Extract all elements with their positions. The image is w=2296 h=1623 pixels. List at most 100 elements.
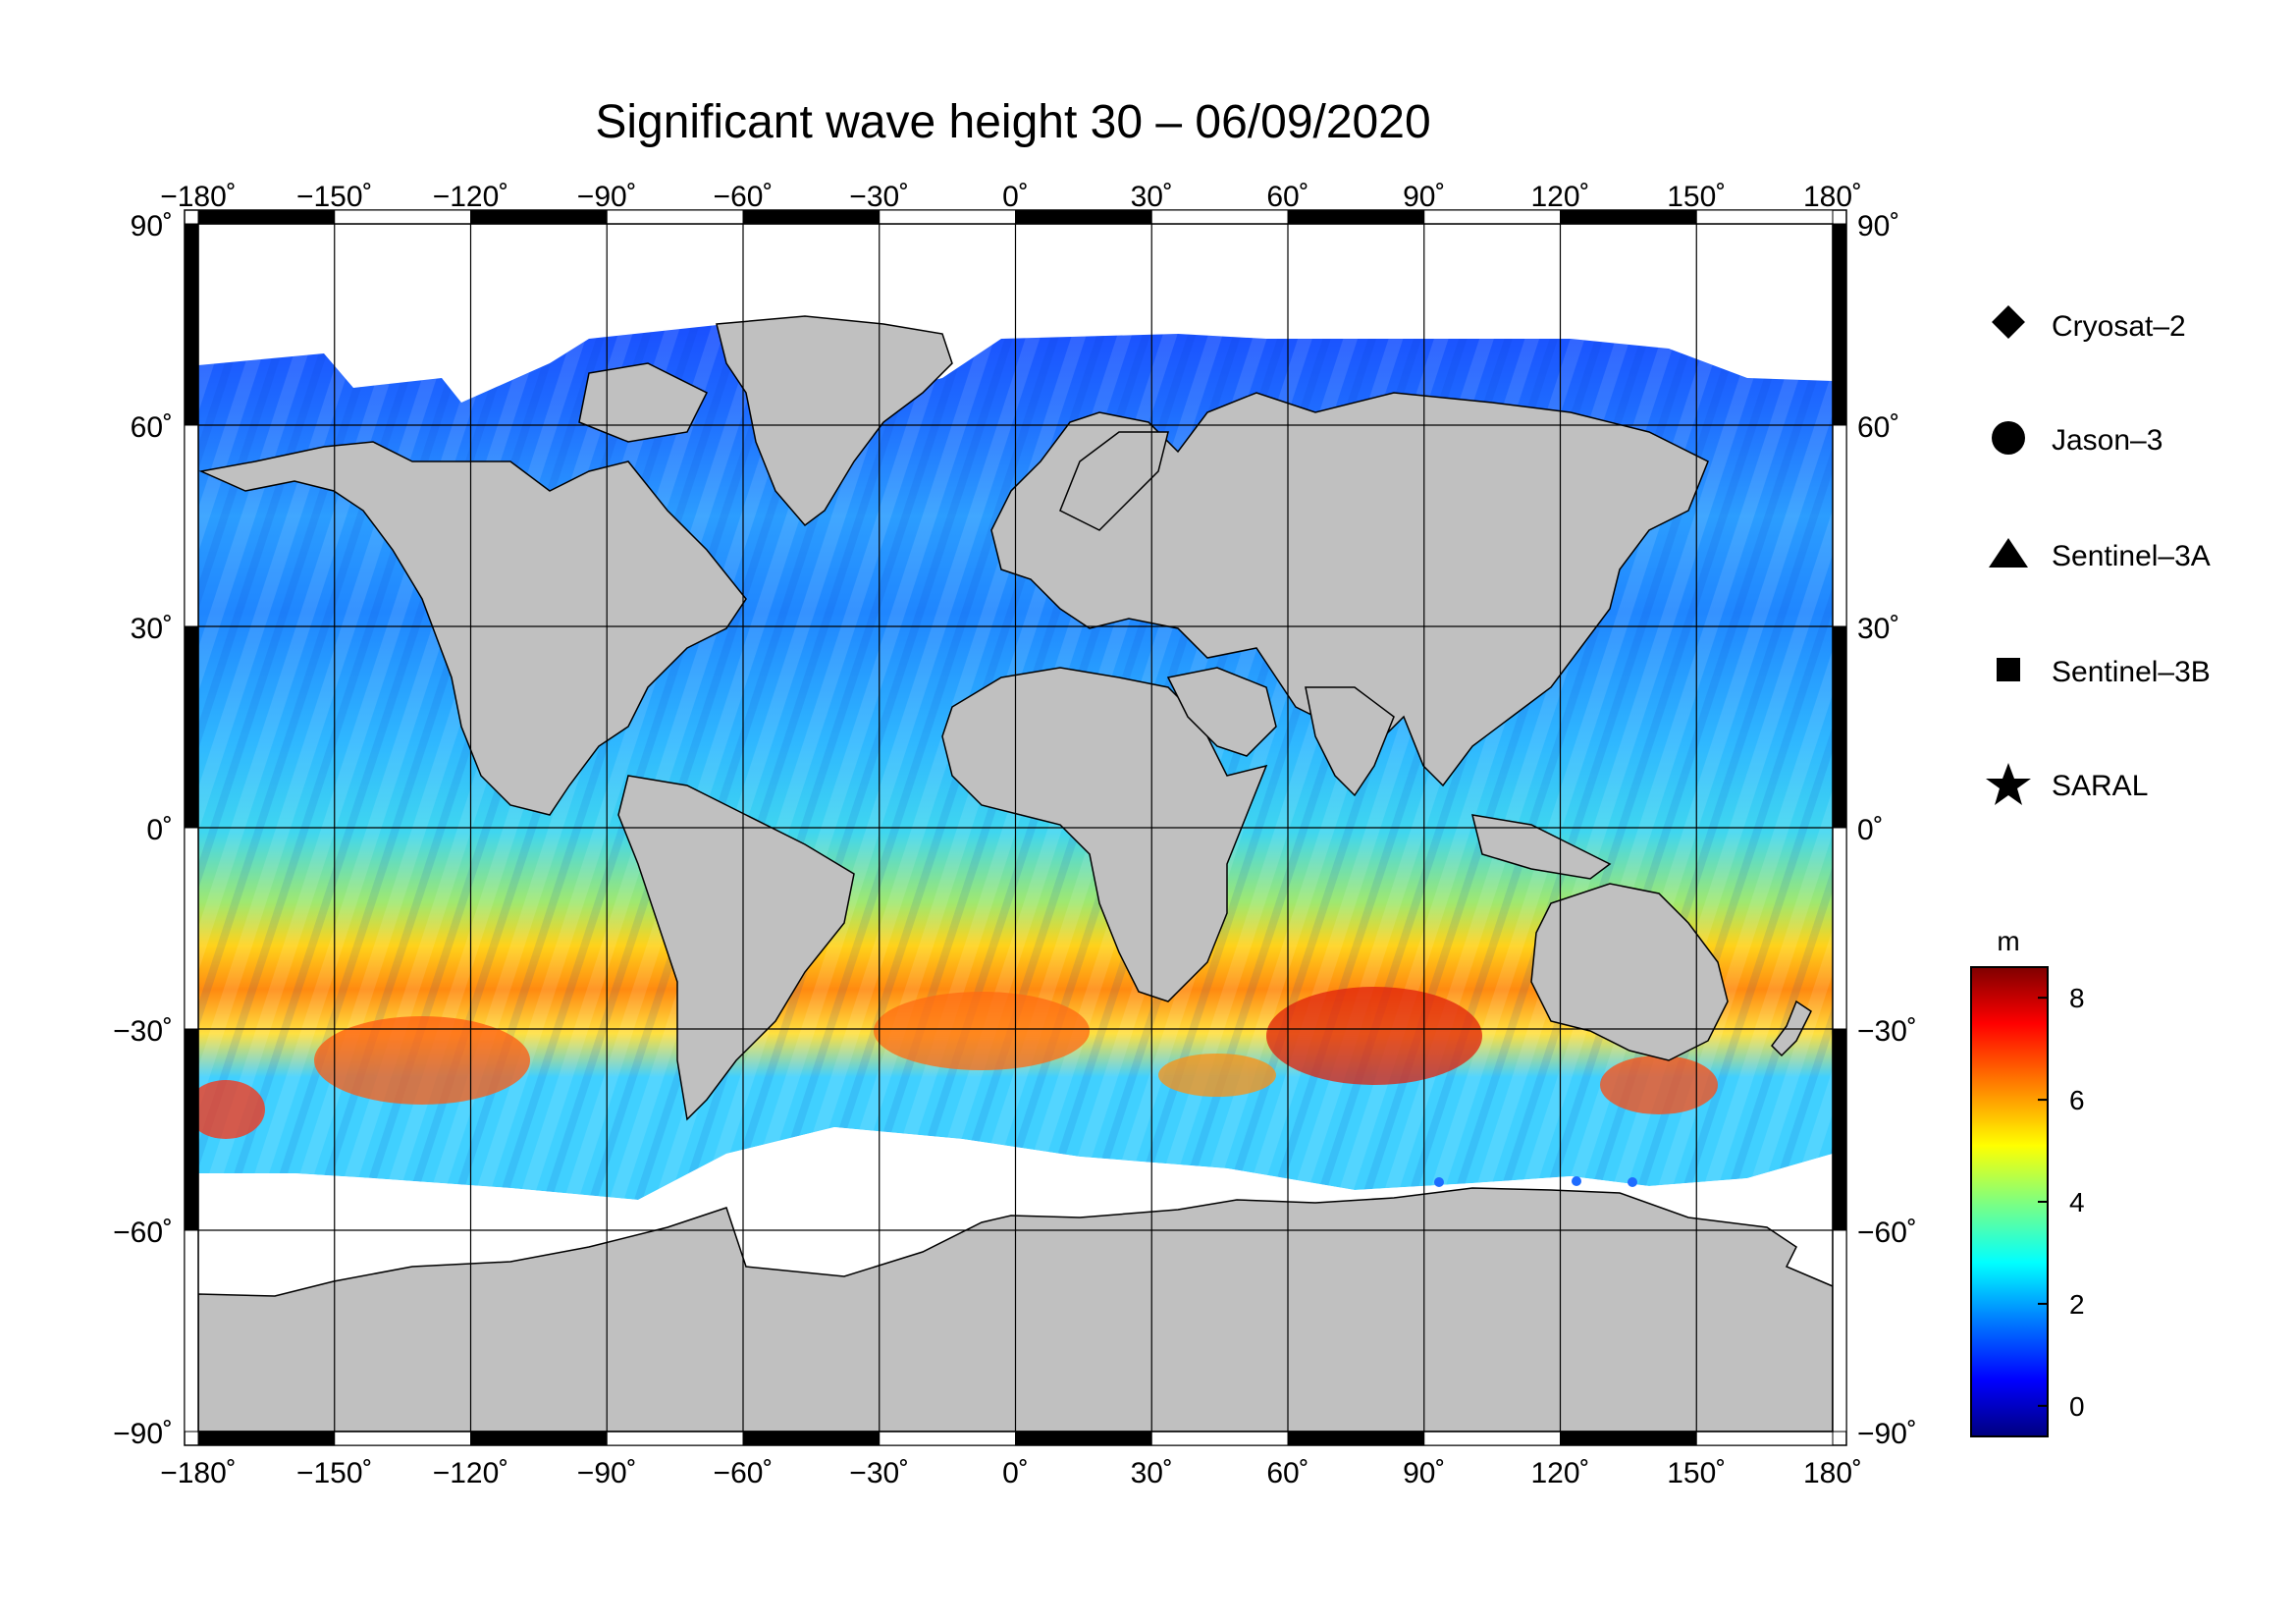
latitude-tick-label: −60˚ bbox=[113, 1217, 173, 1249]
legend-item-jason3: Jason–3 bbox=[1992, 421, 2163, 457]
frame-bar-right bbox=[1832, 223, 1847, 426]
longitude-tick-label: 90˚ bbox=[1403, 1457, 1445, 1489]
colorbar-tick-label: 2 bbox=[2069, 1289, 2085, 1320]
latitude-tick-label: 0˚ bbox=[146, 814, 173, 846]
frame-bar-bottom bbox=[1423, 1431, 1561, 1446]
frame-bar-right bbox=[1832, 1028, 1847, 1231]
land-arctic-islands bbox=[578, 362, 709, 443]
longitude-tick-label: 90˚ bbox=[1403, 181, 1445, 213]
latitude-tick-label: 90˚ bbox=[1857, 210, 1899, 243]
frame-inner bbox=[197, 223, 1834, 1433]
longitude-tick-label: −30˚ bbox=[849, 181, 909, 213]
longitude-tick-label: −60˚ bbox=[714, 181, 774, 213]
triangle-icon bbox=[1989, 538, 2028, 568]
longitude-tick-label: −120˚ bbox=[433, 1457, 509, 1489]
frame-bar-left bbox=[184, 1028, 199, 1231]
frame-bar-bottom bbox=[606, 1431, 744, 1446]
colorbar-tick-label: 0 bbox=[2069, 1391, 2085, 1422]
jason3-point-marker bbox=[1572, 1176, 1581, 1186]
colorbar-tick-label: 6 bbox=[2069, 1085, 2085, 1115]
latitude-labels-right: 90˚ 60˚ 30˚ 0˚ −30˚ −60˚ −90˚ bbox=[1857, 210, 1917, 1450]
colorbar-ticks: 8 6 4 2 0 bbox=[2038, 983, 2085, 1422]
square-icon bbox=[1997, 658, 2020, 681]
frame-bar-bottom bbox=[1015, 1431, 1152, 1446]
longitude-labels-top: −180˚ −150˚ −120˚ −90˚ −60˚ −30˚ 0˚ 30˚ 60˚ 90˚ 12… bbox=[160, 181, 1862, 213]
frame-bar-right bbox=[1832, 827, 1847, 1030]
frame-bar-bottom bbox=[197, 1431, 336, 1446]
jason3-point-marker bbox=[1434, 1177, 1444, 1187]
longitude-tick-label: 120˚ bbox=[1530, 181, 1589, 213]
diamond-icon bbox=[1992, 305, 2025, 339]
latitude-tick-label: 30˚ bbox=[1857, 613, 1899, 645]
star-icon bbox=[1986, 763, 2031, 805]
longitude-tick-label: −60˚ bbox=[714, 1457, 774, 1489]
longitude-tick-label: 30˚ bbox=[1131, 181, 1173, 213]
colorbar-unit: m bbox=[1997, 926, 2019, 956]
longitude-tick-label: −90˚ bbox=[577, 1457, 637, 1489]
frame-bar-bottom bbox=[470, 1431, 608, 1446]
latitude-tick-label: 60˚ bbox=[131, 411, 173, 444]
legend-item-cryosat2: Cryosat–2 bbox=[1992, 305, 2186, 343]
longitude-tick-label: −150˚ bbox=[296, 1457, 373, 1489]
frame-bar-left bbox=[184, 1229, 199, 1433]
frame-bar-left bbox=[184, 424, 199, 627]
latitude-tick-label: −60˚ bbox=[1857, 1217, 1917, 1249]
frame-bar-bottom bbox=[742, 1431, 881, 1446]
longitude-tick-label: 0˚ bbox=[1002, 1457, 1029, 1489]
latitude-labels-left: 90˚ 60˚ 30˚ 0˚ −30˚ −60˚ −90˚ bbox=[113, 210, 173, 1450]
high-wave-patches bbox=[198, 987, 1718, 1139]
longitude-tick-label: −150˚ bbox=[296, 181, 373, 213]
circle-icon bbox=[1992, 421, 2025, 455]
legend-label: Sentinel–3B bbox=[2052, 656, 2211, 688]
latitude-tick-label: 30˚ bbox=[131, 613, 173, 645]
latitude-tick-label: 0˚ bbox=[1857, 814, 1884, 846]
frame-bar-bottom bbox=[879, 1431, 1016, 1446]
frame-bar-left bbox=[184, 223, 199, 426]
land-south-america bbox=[617, 775, 855, 1121]
land-australia bbox=[1530, 883, 1729, 1061]
legend-item-sentinel3a: Sentinel–3A bbox=[1989, 538, 2211, 572]
colorbar-tick-label: 4 bbox=[2069, 1187, 2085, 1217]
longitude-labels-bottom: −180˚ −150˚ −120˚ −90˚ −60˚ −30˚ 0˚ 30˚ 60˚ 90˚ 12… bbox=[160, 1457, 1862, 1489]
latitude-tick-label: −90˚ bbox=[1857, 1418, 1917, 1450]
colorbar-gradient bbox=[1970, 966, 2049, 1437]
frame-bar-bottom bbox=[1150, 1431, 1289, 1446]
frame-bar-left bbox=[184, 625, 199, 829]
legend-item-saral: SARAL bbox=[1986, 763, 2148, 805]
latitude-tick-label: −30˚ bbox=[113, 1015, 173, 1048]
longitude-tick-label: 120˚ bbox=[1530, 1457, 1589, 1489]
longitude-tick-label: 60˚ bbox=[1266, 1457, 1308, 1489]
latitude-tick-label: −90˚ bbox=[113, 1418, 173, 1450]
longitude-tick-label: −30˚ bbox=[849, 1457, 909, 1489]
legend-label: Jason–3 bbox=[2052, 424, 2163, 457]
frame-bar-bottom bbox=[1287, 1431, 1425, 1446]
colorbar-tick-label: 8 bbox=[2069, 983, 2085, 1013]
colorbar: m 8 6 4 2 0 bbox=[1970, 926, 2085, 1437]
land-india bbox=[1305, 686, 1395, 797]
latitude-tick-label: −30˚ bbox=[1857, 1015, 1917, 1048]
legend-label: SARAL bbox=[2052, 770, 2148, 802]
longitude-tick-label: −180˚ bbox=[160, 181, 237, 213]
land-scandinavia bbox=[1059, 431, 1169, 531]
frame-bar-bottom bbox=[334, 1431, 471, 1446]
satellite-legend: Cryosat–2 Jason–3 Sentinel–3A Sentinel–3… bbox=[1986, 305, 2211, 805]
frame-bar-right bbox=[1832, 1229, 1847, 1433]
frame-bar-left bbox=[184, 827, 199, 1030]
land-north-america bbox=[198, 441, 747, 816]
frame-bar-bottom bbox=[1695, 1431, 1834, 1446]
longitude-tick-label: 60˚ bbox=[1266, 181, 1308, 213]
longitude-tick-label: 150˚ bbox=[1667, 1457, 1726, 1489]
legend-label: Sentinel–3A bbox=[2052, 540, 2211, 572]
latitude-tick-label: 90˚ bbox=[131, 210, 173, 243]
longitude-tick-label: 180˚ bbox=[1803, 1457, 1862, 1489]
land-greenland bbox=[716, 315, 953, 527]
frame-bar-right bbox=[1832, 424, 1847, 627]
land-arabia bbox=[1166, 667, 1277, 757]
longitude-tick-label: 0˚ bbox=[1002, 181, 1029, 213]
chart-title: Significant wave height 30 – 06/09/2020 bbox=[595, 96, 1430, 148]
longitude-tick-label: 30˚ bbox=[1131, 1457, 1173, 1489]
longitude-tick-label: −90˚ bbox=[577, 181, 637, 213]
latitude-tick-label: 60˚ bbox=[1857, 411, 1899, 444]
legend-item-sentinel3b: Sentinel–3B bbox=[1997, 656, 2211, 688]
frame-bar-right bbox=[1832, 625, 1847, 829]
